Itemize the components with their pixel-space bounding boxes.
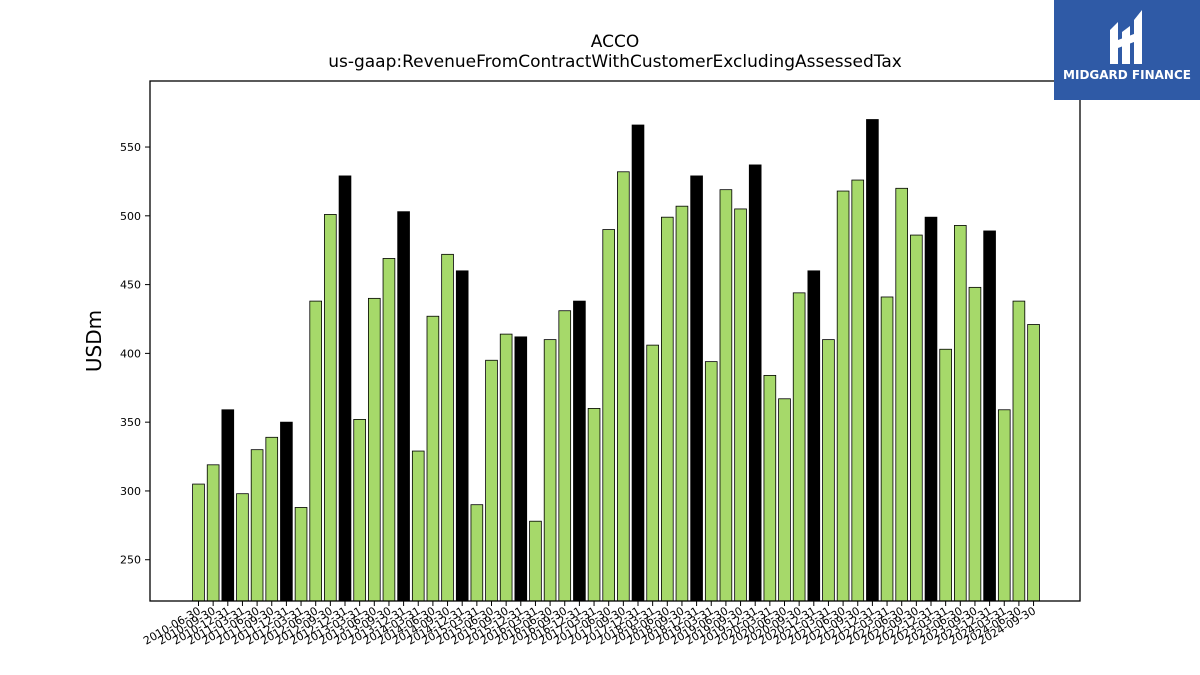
y-tick-label: 450: [120, 279, 141, 292]
bar-2016-06-30: [543, 339, 557, 602]
bar-2022-06-30: [895, 187, 908, 602]
midgard-logo: MIDGARD FINANCE: [1054, 0, 1200, 100]
bar-2016-03-31: [529, 520, 542, 602]
bar-2018-03-31: [646, 344, 659, 602]
y-axis: 250 300 350 400 450 500 550: [120, 141, 150, 567]
bar-2021-03-31: [822, 339, 835, 602]
bar-2017-03-31: [587, 408, 601, 602]
bar-2016-09-30: [558, 310, 572, 602]
bar-2021-06-30: [836, 190, 850, 602]
chart-subtitle: us-gaap:RevenueFromContractWithCustomerE…: [328, 52, 902, 72]
bar-2011-06-30: [250, 449, 264, 602]
bar-2015-09-30: [499, 333, 513, 602]
bar-2014-06-30: [426, 315, 440, 602]
bar-2023-03-31: [939, 348, 952, 602]
bar-2019-03-31: [704, 361, 718, 602]
bar-2020-03-31: [763, 374, 777, 602]
bar-2022-03-31: [880, 296, 894, 602]
bar-2013-09-30: [382, 258, 396, 602]
bars-group: [192, 119, 1040, 602]
bar-2011-03-31: [236, 493, 249, 602]
bar-2012-03-31: [294, 507, 308, 602]
bar-2011-09-30: [265, 436, 279, 602]
bar-2022-09-30: [910, 234, 923, 602]
bar-2020-12-31: [807, 270, 821, 602]
y-axis-label: USDm: [82, 310, 106, 372]
bar-2018-06-30: [661, 216, 674, 602]
chart-title: ACCO: [590, 32, 640, 52]
bar-2016-12-31: [573, 300, 586, 602]
bar-2014-03-31: [411, 450, 425, 602]
bar-2012-12-31: [338, 175, 352, 602]
bar-2012-06-30: [309, 300, 322, 602]
midgard-logo-icon: [1110, 10, 1142, 64]
bar-2019-09-30: [734, 208, 747, 602]
bar-2021-09-30: [851, 179, 865, 602]
y-tick-label: 400: [120, 347, 141, 360]
bar-2011-12-31: [280, 421, 293, 602]
bar-2024-03-31: [997, 409, 1011, 602]
bar-2012-09-30: [324, 214, 337, 602]
bar-2013-06-30: [367, 297, 381, 602]
bar-2013-12-31: [397, 211, 410, 602]
bar-2023-06-30: [954, 225, 967, 602]
bar-2023-09-30: [968, 286, 982, 602]
y-tick-label: 250: [120, 554, 141, 567]
bar-2014-12-31: [455, 270, 469, 602]
y-tick-label: 350: [120, 416, 141, 429]
bar-2022-12-31: [924, 216, 938, 602]
y-tick-label: 550: [120, 141, 141, 154]
bar-2017-06-30: [602, 229, 615, 602]
bar-2019-12-31: [748, 164, 762, 602]
bar-2019-06-30: [719, 189, 733, 602]
bar-2015-06-30: [485, 359, 498, 602]
bar-2010-12-31: [221, 409, 235, 602]
bar-2021-12-31: [866, 119, 879, 602]
bar-2023-12-31: [983, 230, 996, 602]
bar-2010-09-30: [206, 464, 220, 602]
bar-2024-09-30: [1027, 324, 1040, 602]
bar-2024-06-30: [1012, 300, 1026, 602]
bar-2013-03-31: [353, 419, 366, 602]
logo-text: MIDGARD FINANCE: [1063, 68, 1191, 82]
bar-2020-09-30: [792, 292, 806, 602]
bar-2017-12-31: [631, 124, 645, 602]
x-axis: 2010-06-302010-09-302010-12-312011-03-31…: [141, 601, 1038, 648]
y-tick-label: 500: [120, 210, 141, 223]
bar-2010-06-30: [192, 483, 205, 602]
bar-2015-12-31: [514, 336, 528, 602]
bar-2020-06-30: [778, 398, 791, 602]
bar-2018-12-31: [690, 175, 703, 602]
bar-2017-09-30: [617, 171, 630, 602]
y-tick-label: 300: [120, 485, 141, 498]
bar-2014-09-30: [441, 253, 454, 602]
bar-2015-03-31: [470, 504, 484, 602]
plot-frame: [149, 80, 1081, 602]
bar-2018-09-30: [675, 205, 689, 602]
